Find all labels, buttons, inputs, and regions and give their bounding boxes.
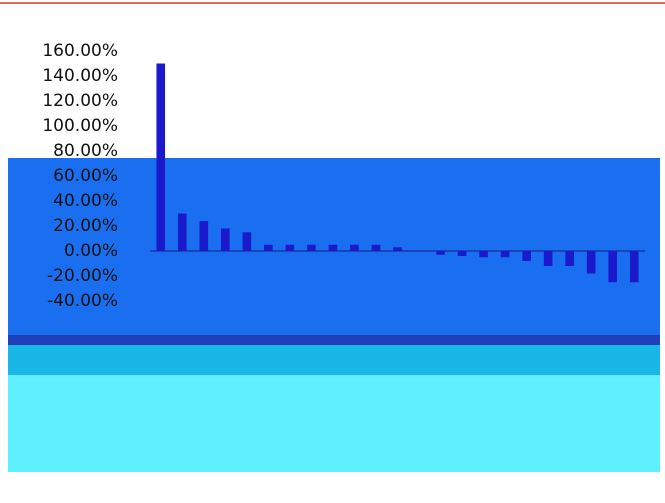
bar: [586, 251, 596, 274]
background-band: [8, 345, 660, 375]
bar: [565, 251, 574, 266]
y-tick-label: 0.00%: [64, 241, 118, 261]
y-tick-label: 20.00%: [53, 216, 118, 236]
y-tick-label: -40.00%: [47, 291, 118, 311]
bar: [479, 251, 488, 258]
bar: [156, 63, 166, 251]
bar: [500, 251, 510, 258]
bar: [350, 244, 359, 251]
y-tick-label: 140.00%: [42, 66, 118, 86]
y-tick-label: 100.00%: [42, 116, 118, 136]
bar: [221, 228, 230, 251]
y-tick-label: 160.00%: [42, 41, 118, 61]
bar: [371, 244, 381, 251]
bar: [242, 232, 252, 251]
bar: [629, 251, 639, 283]
y-tick-label: -20.00%: [47, 266, 118, 286]
bar: [393, 247, 402, 251]
bar: [457, 251, 467, 256]
bar: [199, 221, 209, 251]
bar: [436, 251, 445, 255]
y-tick-label: 120.00%: [42, 91, 118, 111]
bar: [285, 244, 295, 251]
bar: [328, 244, 338, 251]
bar: [307, 244, 316, 251]
bar: [522, 251, 531, 261]
bar: [543, 251, 553, 266]
background-band: [8, 375, 660, 472]
y-tick-label: 40.00%: [53, 191, 118, 211]
bar: [177, 213, 187, 251]
bar: [608, 251, 618, 283]
bar: [264, 244, 273, 251]
y-tick-label: 60.00%: [53, 166, 118, 186]
background-band: [8, 335, 660, 345]
y-tick-label: 80.00%: [53, 141, 118, 161]
